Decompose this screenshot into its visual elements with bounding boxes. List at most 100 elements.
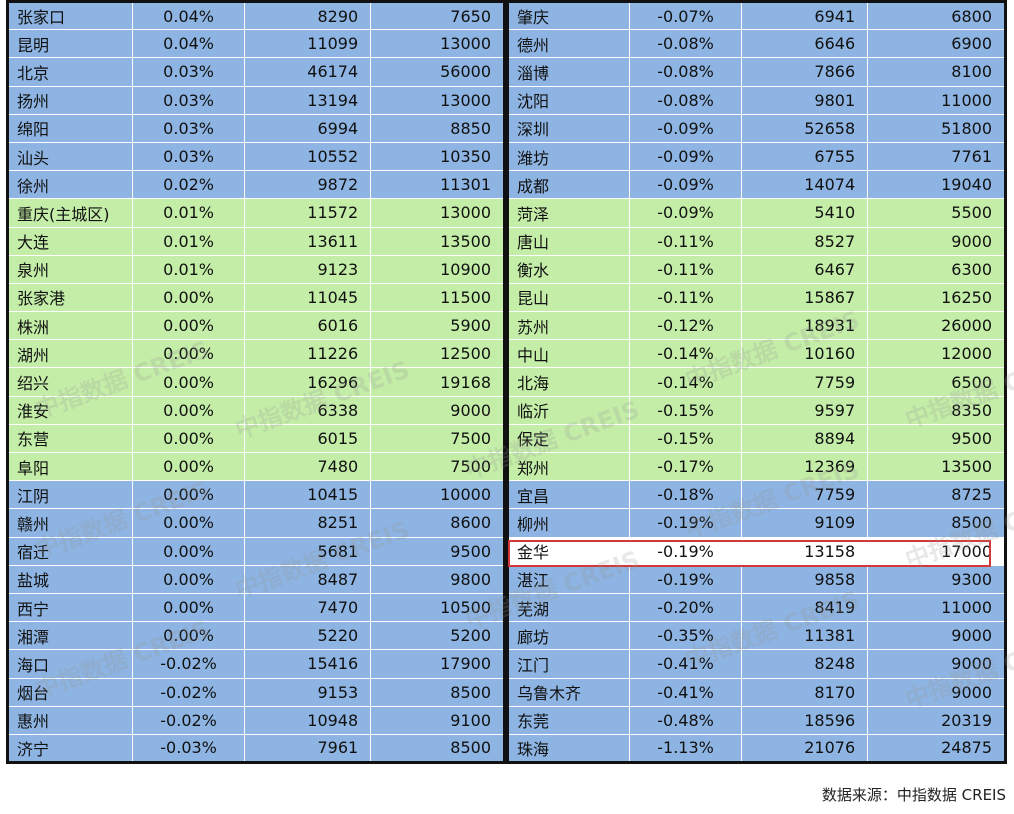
value-a-cell: 14074 — [741, 170, 869, 200]
value-a-cell: 7480 — [244, 451, 372, 482]
table-row: 北京 0.03% 46174 56000 — [7, 57, 505, 87]
city-cell: 淮安 — [7, 395, 133, 425]
value-b-cell: 8850 — [370, 113, 505, 143]
value-a-cell: 13194 — [244, 85, 372, 115]
city-cell: 盐城 — [7, 564, 133, 594]
change-cell: -0.09% — [628, 113, 743, 143]
table-row: 东营 0.00% 6015 7500 — [7, 423, 505, 454]
table-row: 湛江 -0.19% 9858 9300 — [507, 564, 1006, 594]
table-row: 昆山 -0.11% 15867 16250 — [507, 282, 1006, 313]
value-b-cell: 7500 — [370, 451, 505, 482]
table-row: 湖州 0.00% 11226 12500 — [7, 339, 505, 369]
value-b-cell: 10500 — [370, 592, 505, 623]
table-row: 重庆(主城区) 0.01% 11572 13000 — [7, 198, 505, 228]
city-cell: 株洲 — [7, 311, 133, 341]
city-cell: 东营 — [7, 423, 133, 454]
city-cell: 肇庆 — [507, 0, 630, 31]
value-b-cell: 24875 — [867, 733, 1006, 764]
table-row: 大连 0.01% 13611 13500 — [7, 226, 505, 256]
city-cell: 郑州 — [507, 451, 630, 482]
change-cell: -0.09% — [628, 141, 743, 172]
city-cell: 西宁 — [7, 592, 133, 623]
value-a-cell: 6467 — [741, 254, 869, 284]
value-a-cell: 7961 — [244, 733, 372, 764]
table-row: 惠州 -0.02% 10948 9100 — [7, 705, 505, 735]
table-row: 东莞 -0.48% 18596 20319 — [507, 705, 1006, 735]
value-b-cell: 8500 — [370, 677, 505, 707]
value-a-cell: 8527 — [741, 226, 869, 256]
change-cell: 0.00% — [131, 339, 246, 369]
right-data-table: 肇庆 -0.07% 6941 6800 德州 -0.08% 6646 6900 淄博 -0.08%… — [506, 0, 1007, 765]
value-a-cell: 10160 — [741, 339, 869, 369]
table-row: 宿迁 0.00% 5681 9500 — [7, 536, 505, 566]
city-cell: 扬州 — [7, 85, 133, 115]
table-row: 菏泽 -0.09% 5410 5500 — [507, 198, 1006, 228]
change-cell: -0.11% — [628, 282, 743, 313]
change-cell: -0.12% — [628, 311, 743, 341]
table-row: 绵阳 0.03% 6994 8850 — [7, 113, 505, 143]
city-cell: 宿迁 — [7, 536, 133, 566]
value-a-cell: 6016 — [244, 311, 372, 341]
value-a-cell: 9153 — [244, 677, 372, 707]
city-cell: 德州 — [507, 29, 630, 59]
value-a-cell: 6338 — [244, 395, 372, 425]
city-cell: 徐州 — [7, 170, 133, 200]
value-b-cell: 19168 — [370, 367, 505, 397]
change-cell: 0.00% — [131, 480, 246, 510]
change-cell: -0.08% — [628, 85, 743, 115]
city-cell: 淄博 — [507, 57, 630, 87]
table-row: 唐山 -0.11% 8527 9000 — [507, 226, 1006, 256]
change-cell: 0.03% — [131, 113, 246, 143]
value-a-cell: 12369 — [741, 451, 869, 482]
change-cell: -0.09% — [628, 170, 743, 200]
value-b-cell: 8500 — [370, 733, 505, 764]
table-row: 汕头 0.03% 10552 10350 — [7, 141, 505, 172]
city-cell: 深圳 — [507, 113, 630, 143]
city-cell: 临沂 — [507, 395, 630, 425]
change-cell: -0.41% — [628, 677, 743, 707]
value-a-cell: 7866 — [741, 57, 869, 87]
change-cell: -1.13% — [628, 733, 743, 764]
left-data-table: 张家口 0.04% 8290 7650 昆明 0.04% 11099 13000 北京 0.03%… — [6, 0, 506, 765]
value-a-cell: 13611 — [244, 226, 372, 256]
change-cell: 0.00% — [131, 367, 246, 397]
value-b-cell: 13000 — [370, 29, 505, 59]
change-cell: 0.00% — [131, 423, 246, 454]
value-b-cell: 9000 — [867, 621, 1006, 651]
city-cell: 金华 — [507, 536, 630, 566]
value-b-cell: 7650 — [370, 0, 505, 31]
change-cell: 0.00% — [131, 621, 246, 651]
table-row: 苏州 -0.12% 18931 26000 — [507, 311, 1006, 341]
city-cell: 济宁 — [7, 733, 133, 764]
change-cell: -0.09% — [628, 198, 743, 228]
city-cell: 宜昌 — [507, 480, 630, 510]
value-b-cell: 9300 — [867, 564, 1006, 594]
value-a-cell: 6755 — [741, 141, 869, 172]
table-row: 潍坊 -0.09% 6755 7761 — [507, 141, 1006, 172]
city-cell: 惠州 — [7, 705, 133, 735]
table-row: 济宁 -0.03% 7961 8500 — [7, 733, 505, 764]
value-b-cell: 51800 — [867, 113, 1006, 143]
change-cell: 0.03% — [131, 141, 246, 172]
change-cell: -0.11% — [628, 254, 743, 284]
change-cell: 0.04% — [131, 0, 246, 31]
change-cell: -0.08% — [628, 57, 743, 87]
city-cell: 湛江 — [507, 564, 630, 594]
value-a-cell: 18931 — [741, 311, 869, 341]
value-a-cell: 15416 — [244, 649, 372, 679]
city-cell: 珠海 — [507, 733, 630, 764]
city-cell: 绵阳 — [7, 113, 133, 143]
city-cell: 汕头 — [7, 141, 133, 172]
value-a-cell: 10415 — [244, 480, 372, 510]
value-a-cell: 9123 — [244, 254, 372, 284]
table-row: 德州 -0.08% 6646 6900 — [507, 29, 1006, 59]
value-b-cell: 11000 — [867, 592, 1006, 623]
value-b-cell: 5200 — [370, 621, 505, 651]
change-cell: 0.01% — [131, 198, 246, 228]
table-row: 赣州 0.00% 8251 8600 — [7, 508, 505, 538]
table-row: 衡水 -0.11% 6467 6300 — [507, 254, 1006, 284]
value-a-cell: 11226 — [244, 339, 372, 369]
value-a-cell: 8170 — [741, 677, 869, 707]
change-cell: -0.15% — [628, 423, 743, 454]
change-cell: 0.00% — [131, 311, 246, 341]
